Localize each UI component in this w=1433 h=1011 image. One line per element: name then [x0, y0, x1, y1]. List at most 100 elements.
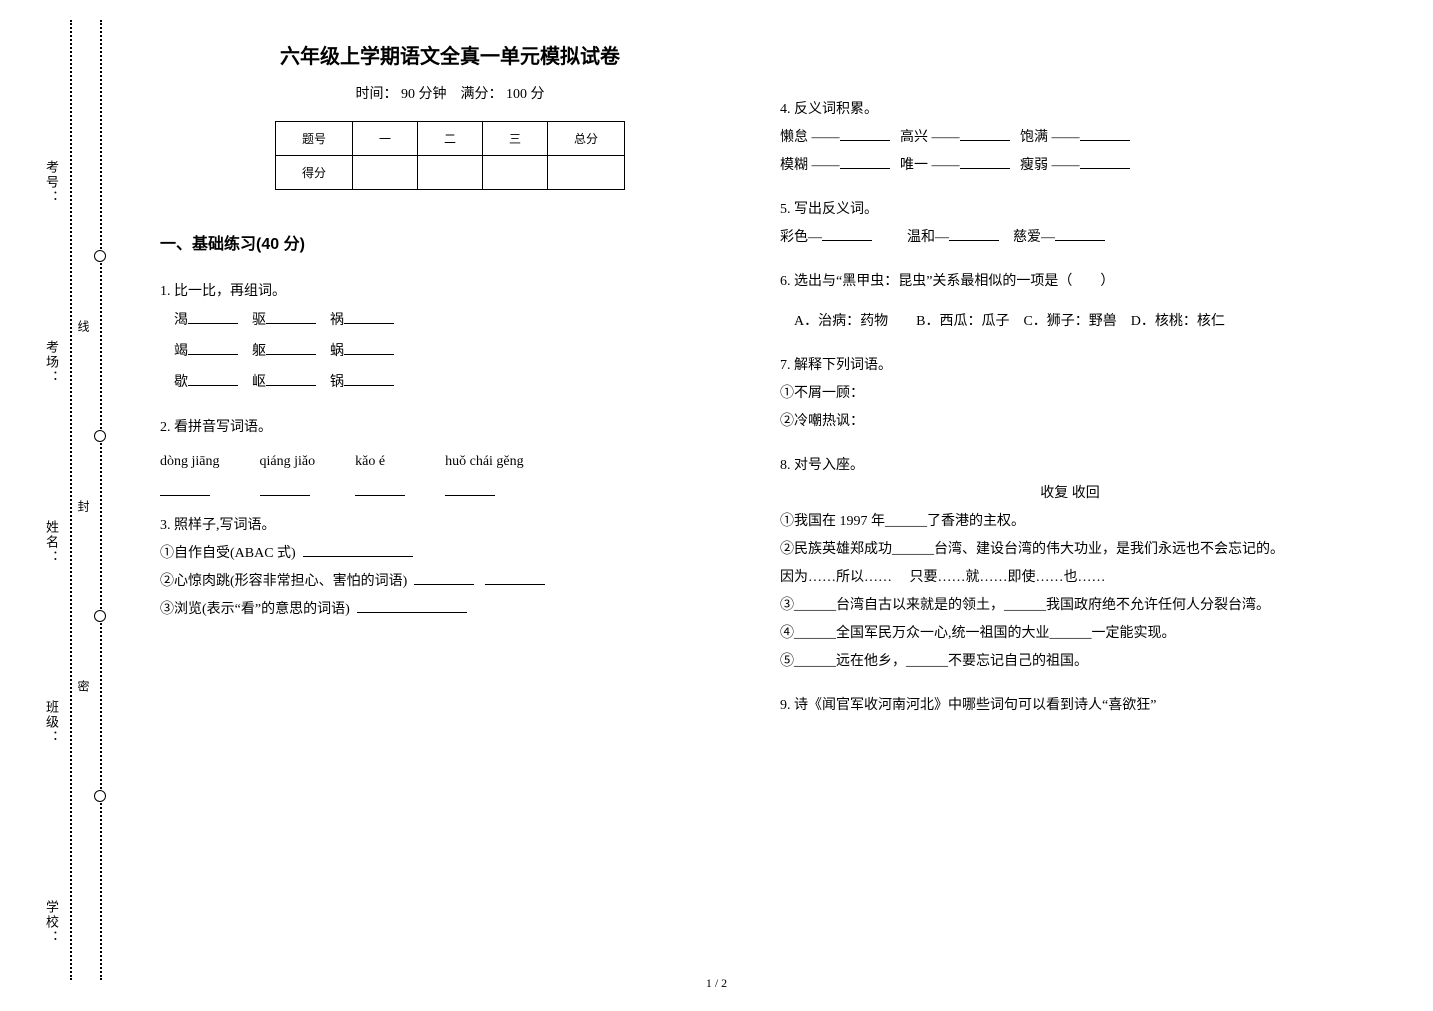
margin-inner-mi: 密 — [75, 680, 92, 700]
question-8: 8. 对号入座。 收复 收回 ①我国在 1997 年______了香港的主权。 … — [780, 452, 1360, 676]
score-header: 题号 — [275, 122, 352, 156]
char: 驱 — [252, 313, 266, 328]
table-row: 题号 一 二 三 总分 — [275, 122, 624, 156]
pair: 懒怠 —— — [780, 130, 840, 145]
q-stem: 诗《闻官军收河南河北》中哪些词句可以看到诗人“喜欲狂” — [794, 698, 1156, 713]
score-header: 二 — [417, 122, 482, 156]
blank — [840, 125, 890, 141]
time-value: 90 分钟 — [401, 87, 447, 102]
score-header: 三 — [483, 122, 548, 156]
pair: 高兴 —— — [900, 130, 960, 145]
pinyin-item: kǎo é — [355, 448, 405, 496]
pinyin-item: qiáng jiǎo — [260, 448, 316, 496]
q-stem: 照样子,写词语。 — [174, 518, 276, 533]
blank — [1080, 153, 1130, 169]
char: 竭 — [174, 344, 188, 359]
blank — [485, 569, 545, 585]
page-number: 1 / 2 — [706, 976, 727, 991]
char: 歇 — [174, 375, 188, 390]
binding-circle — [94, 790, 106, 802]
pinyin: kǎo é — [355, 448, 385, 476]
score-header: 总分 — [548, 122, 625, 156]
q8-line: ②民族英雄郑成功______台湾、建设台湾的伟大功业，是我们永远也不会忘记的。 — [780, 536, 1360, 564]
score-table: 题号 一 二 三 总分 得分 — [275, 121, 625, 190]
question-2: 2. 看拼音写词语。 dòng jiāng qiáng jiǎo kǎo é h… — [160, 414, 740, 496]
q-num: 4. — [780, 102, 791, 117]
blank — [949, 225, 999, 241]
q3-line: ①自作自受(ABAC 式) — [160, 540, 740, 568]
blank — [357, 597, 467, 613]
pair: 饱满 —— — [1020, 130, 1080, 145]
char: 锅 — [330, 375, 344, 390]
q-num: 7. — [780, 358, 791, 373]
page-content: 六年级上学期语文全真一单元模拟试卷 时间： 90 分钟 满分： 100 分 题号… — [140, 20, 1410, 736]
q-stem: 看拼音写词语。 — [174, 420, 272, 435]
question-3: 3. 照样子,写词语。 ①自作自受(ABAC 式) ②心惊肉跳(形容非常担心、害… — [160, 512, 740, 624]
q3-text: ①自作自受(ABAC 式) — [160, 546, 296, 561]
score-cell — [417, 156, 482, 190]
pair: 瘦弱 —— — [1020, 158, 1080, 173]
margin-label-room: 考场： — [42, 340, 61, 385]
margin-label-examno: 考号： — [42, 160, 61, 205]
pinyin: huǒ chái gěng — [445, 448, 524, 476]
blank — [260, 480, 310, 496]
blank — [414, 569, 474, 585]
blank — [822, 225, 872, 241]
table-row: 得分 — [275, 156, 624, 190]
q8-line: ①我国在 1997 年______了香港的主权。 — [780, 508, 1360, 536]
question-9: 9. 诗《闻官军收河南河北》中哪些词句可以看到诗人“喜欲狂” — [780, 692, 1360, 720]
q-num: 3. — [160, 518, 171, 533]
q7-item: ②冷嘲热讽： — [780, 408, 1360, 436]
exam-title: 六年级上学期语文全真一单元模拟试卷 — [160, 40, 740, 69]
pinyin: qiáng jiǎo — [260, 448, 316, 476]
score-cell — [352, 156, 417, 190]
blank — [266, 370, 316, 386]
q-num: 6. — [780, 274, 791, 289]
question-4: 4. 反义词积累。 懒怠 —— 高兴 —— 饱满 —— 模糊 —— 唯一 —— … — [780, 96, 1360, 180]
blank — [344, 339, 394, 355]
q-num: 9. — [780, 698, 791, 713]
pinyin: dòng jiāng — [160, 448, 220, 476]
binding-circle — [94, 430, 106, 442]
question-1: 1. 比一比，再组词。 渴 驱 祸 竭 躯 蜗 歇 岖 锅 — [160, 278, 740, 398]
score-cell — [483, 156, 548, 190]
q3-text: ③浏览(表示“看”的意思的词语) — [160, 602, 350, 617]
left-column: 六年级上学期语文全真一单元模拟试卷 时间： 90 分钟 满分： 100 分 题号… — [140, 20, 760, 736]
blank — [840, 153, 890, 169]
blank — [344, 370, 394, 386]
pair: 彩色— — [780, 230, 822, 245]
blank — [960, 125, 1010, 141]
margin-label-school: 学校： — [42, 900, 61, 945]
blank — [445, 480, 495, 496]
q-num: 5. — [780, 202, 791, 217]
fullscore-value: 100 分 — [506, 87, 545, 102]
q-num: 1. — [160, 284, 171, 299]
q3-line: ③浏览(表示“看”的意思的词语) — [160, 596, 740, 624]
pair: 唯一 —— — [900, 158, 960, 173]
q7-item: ①不屑一顾： — [780, 380, 1360, 408]
q3-text: ②心惊肉跳(形容非常担心、害怕的词语) — [160, 574, 407, 589]
char: 躯 — [252, 344, 266, 359]
blank — [266, 339, 316, 355]
section-heading: 一、基础练习(40 分) — [160, 230, 740, 254]
antonym-row: 模糊 —— 唯一 —— 瘦弱 —— — [780, 152, 1360, 180]
blank — [188, 370, 238, 386]
q-num: 2. — [160, 420, 171, 435]
right-column: 4. 反义词积累。 懒怠 —— 高兴 —— 饱满 —— 模糊 —— 唯一 —— … — [760, 20, 1380, 736]
char: 渴 — [174, 313, 188, 328]
pair: 慈爱— — [1013, 230, 1055, 245]
blank — [355, 480, 405, 496]
q-stem: 选出与“黑甲虫：昆虫”关系最相似的一项是（ ） — [794, 274, 1114, 289]
pair: 模糊 —— — [780, 158, 840, 173]
margin-inner-feng: 封 — [75, 500, 92, 520]
q-num: 8. — [780, 458, 791, 473]
char: 蜗 — [330, 344, 344, 359]
q-stem: 对号入座。 — [794, 458, 864, 473]
blank — [188, 308, 238, 324]
blank — [160, 480, 210, 496]
antonym-row: 懒怠 —— 高兴 —— 饱满 —— — [780, 124, 1360, 152]
margin-label-name: 姓名： — [42, 520, 61, 565]
question-5: 5. 写出反义词。 彩色— 温和— 慈爱— — [780, 196, 1360, 252]
q8-line: ③______台湾自古以来就是的领土，______我国政府绝不允许任何人分裂台湾… — [780, 592, 1360, 620]
char-row: 歇 岖 锅 — [160, 368, 740, 399]
